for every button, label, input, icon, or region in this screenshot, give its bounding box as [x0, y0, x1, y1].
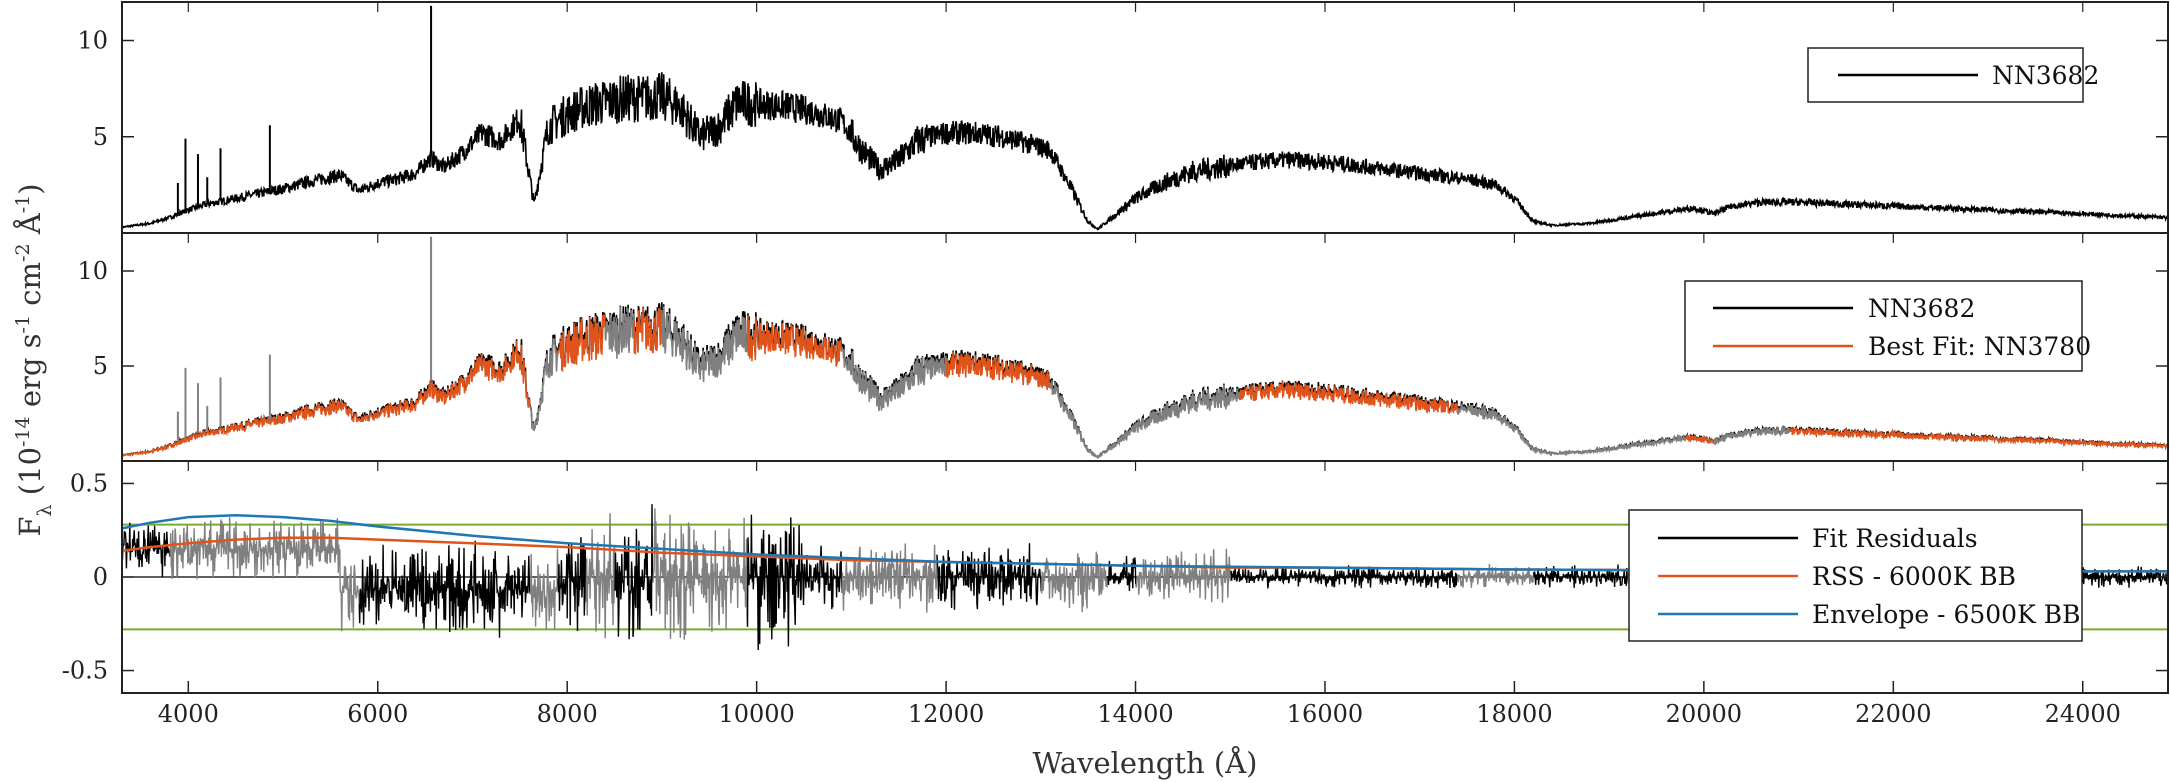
middle-legend: NN3682 Best Fit: NN3780: [1684, 280, 2091, 372]
middle-y-tick-label: 5: [93, 352, 108, 380]
legend-label-rss: RSS - 6000K BB: [1812, 562, 2016, 591]
best-fit-nn3780-segment: [945, 351, 1052, 391]
best-fit-nn3780-segment: [633, 307, 663, 355]
x-tick-label: 12000: [908, 700, 984, 728]
envelope-6500k-bb-curve: [121, 514, 2168, 573]
x-tick-label: 22000: [1855, 700, 1931, 728]
x-tick-label: 24000: [2045, 700, 2121, 728]
x-tick-label: 14000: [1097, 700, 1173, 728]
best-fit-nn3780-masked-segment: [1456, 403, 1686, 457]
best-fit-nn3780-masked-segment: [1712, 424, 1790, 446]
best-fit-nn3780-segment: [1239, 380, 1459, 415]
best-fit-nn3780-segment: [1788, 425, 2169, 451]
x-tick-label: 6000: [347, 700, 408, 728]
best-fit-nn3780-segment: [1684, 433, 1715, 444]
legend-label-best-fit: Best Fit: NN3780: [1868, 332, 2091, 361]
legend-label-residuals: Fit Residuals: [1812, 524, 1978, 553]
middle-y-ticks: 5 10: [77, 257, 2168, 380]
fit-residuals-masked-segment: [585, 513, 616, 639]
bottom-y-tick-label: 0.5: [70, 469, 108, 497]
middle-y-tick-label: 10: [77, 257, 108, 285]
x-axis-label: Wavelength (Å): [1033, 745, 1258, 780]
best-fit-nn3780-masked-segment: [841, 346, 947, 412]
fit-residuals-segment: [1106, 555, 1137, 592]
top-y-tick-label: 5: [93, 123, 108, 151]
best-fit-nn3780-segment: [746, 315, 843, 367]
panel-top: 5 10 NN3682: [77, 1, 2169, 234]
fit-residuals-segment: [557, 537, 587, 632]
panel-bottom: 0.5 0 -0.5 4000 6000 8000 10000 12000 14000 1600…: [62, 2, 2169, 728]
fit-residuals-masked-segment: [652, 508, 749, 640]
top-legend: NN3682: [1807, 47, 2099, 103]
fit-residuals-masked-segment: [1040, 551, 1109, 613]
fit-residuals-segment: [1533, 564, 1629, 588]
fit-residuals-segment: [358, 540, 531, 638]
x-tick-label: 4000: [158, 700, 219, 728]
panel-middle: 5 10 NN3682 Best Fit: NN3780: [77, 232, 2169, 462]
bottom-plot-area: [121, 504, 2169, 651]
top-plot-area: [121, 5, 2169, 231]
fit-residuals-masked-segment: [841, 543, 938, 613]
best-fit-nn3780-segment: [557, 314, 606, 373]
best-fit-nn3780-segment: [121, 340, 531, 457]
bottom-y-tick-label: -0.5: [62, 657, 108, 685]
fit-residuals-segment: [121, 522, 171, 578]
x-tick-label: 10000: [718, 700, 794, 728]
fit-residuals-segment: [1230, 565, 1459, 589]
x-tick-label: 16000: [1287, 700, 1363, 728]
y-axis-label: Fλ (10-14 erg s-1 cm-2 Å-1): [12, 183, 56, 536]
x-tick-label: 8000: [537, 700, 598, 728]
fit-residuals-masked-segment: [1135, 548, 1232, 603]
bottom-frame: [121, 460, 2169, 694]
fit-residuals-segment: [614, 504, 654, 640]
legend-label-envelope: Envelope - 6500K BB: [1812, 600, 2080, 629]
nn3682-top-segment: [121, 72, 2169, 231]
fit-residuals-masked-segment: [529, 548, 559, 630]
best-fit-nn3780-masked-segment: [528, 338, 559, 432]
legend-label-nn3682-top: NN3682: [1992, 61, 2099, 90]
x-tick-label: 18000: [1476, 700, 1552, 728]
x-ticks: 4000 6000 8000 10000 12000 14000 16000 18000 200…: [158, 2, 2121, 728]
fit-residuals-masked-segment: [169, 517, 360, 632]
top-y-tick-label: 10: [77, 27, 108, 55]
bottom-y-tick-label: 0: [93, 563, 108, 591]
fit-residuals-masked-segment: [1457, 563, 1535, 588]
fit-residuals-segment: [746, 514, 843, 651]
bottom-y-ticks: 0.5 0 -0.5: [62, 469, 2168, 685]
bottom-legend: Fit Residuals RSS - 6000K BB Envelope - …: [1628, 509, 2083, 642]
legend-label-nn3682-mid: NN3682: [1868, 294, 1975, 323]
best-fit-nn3780-masked-segment: [1049, 380, 1241, 460]
top-y-ticks: 5 10: [77, 27, 2168, 151]
middle-plot-area: [121, 236, 2169, 460]
best-fit-nn3780-masked-segment: [604, 306, 635, 359]
best-fit-nn3780-masked-segment: [661, 306, 749, 383]
x-tick-label: 20000: [1666, 700, 1742, 728]
